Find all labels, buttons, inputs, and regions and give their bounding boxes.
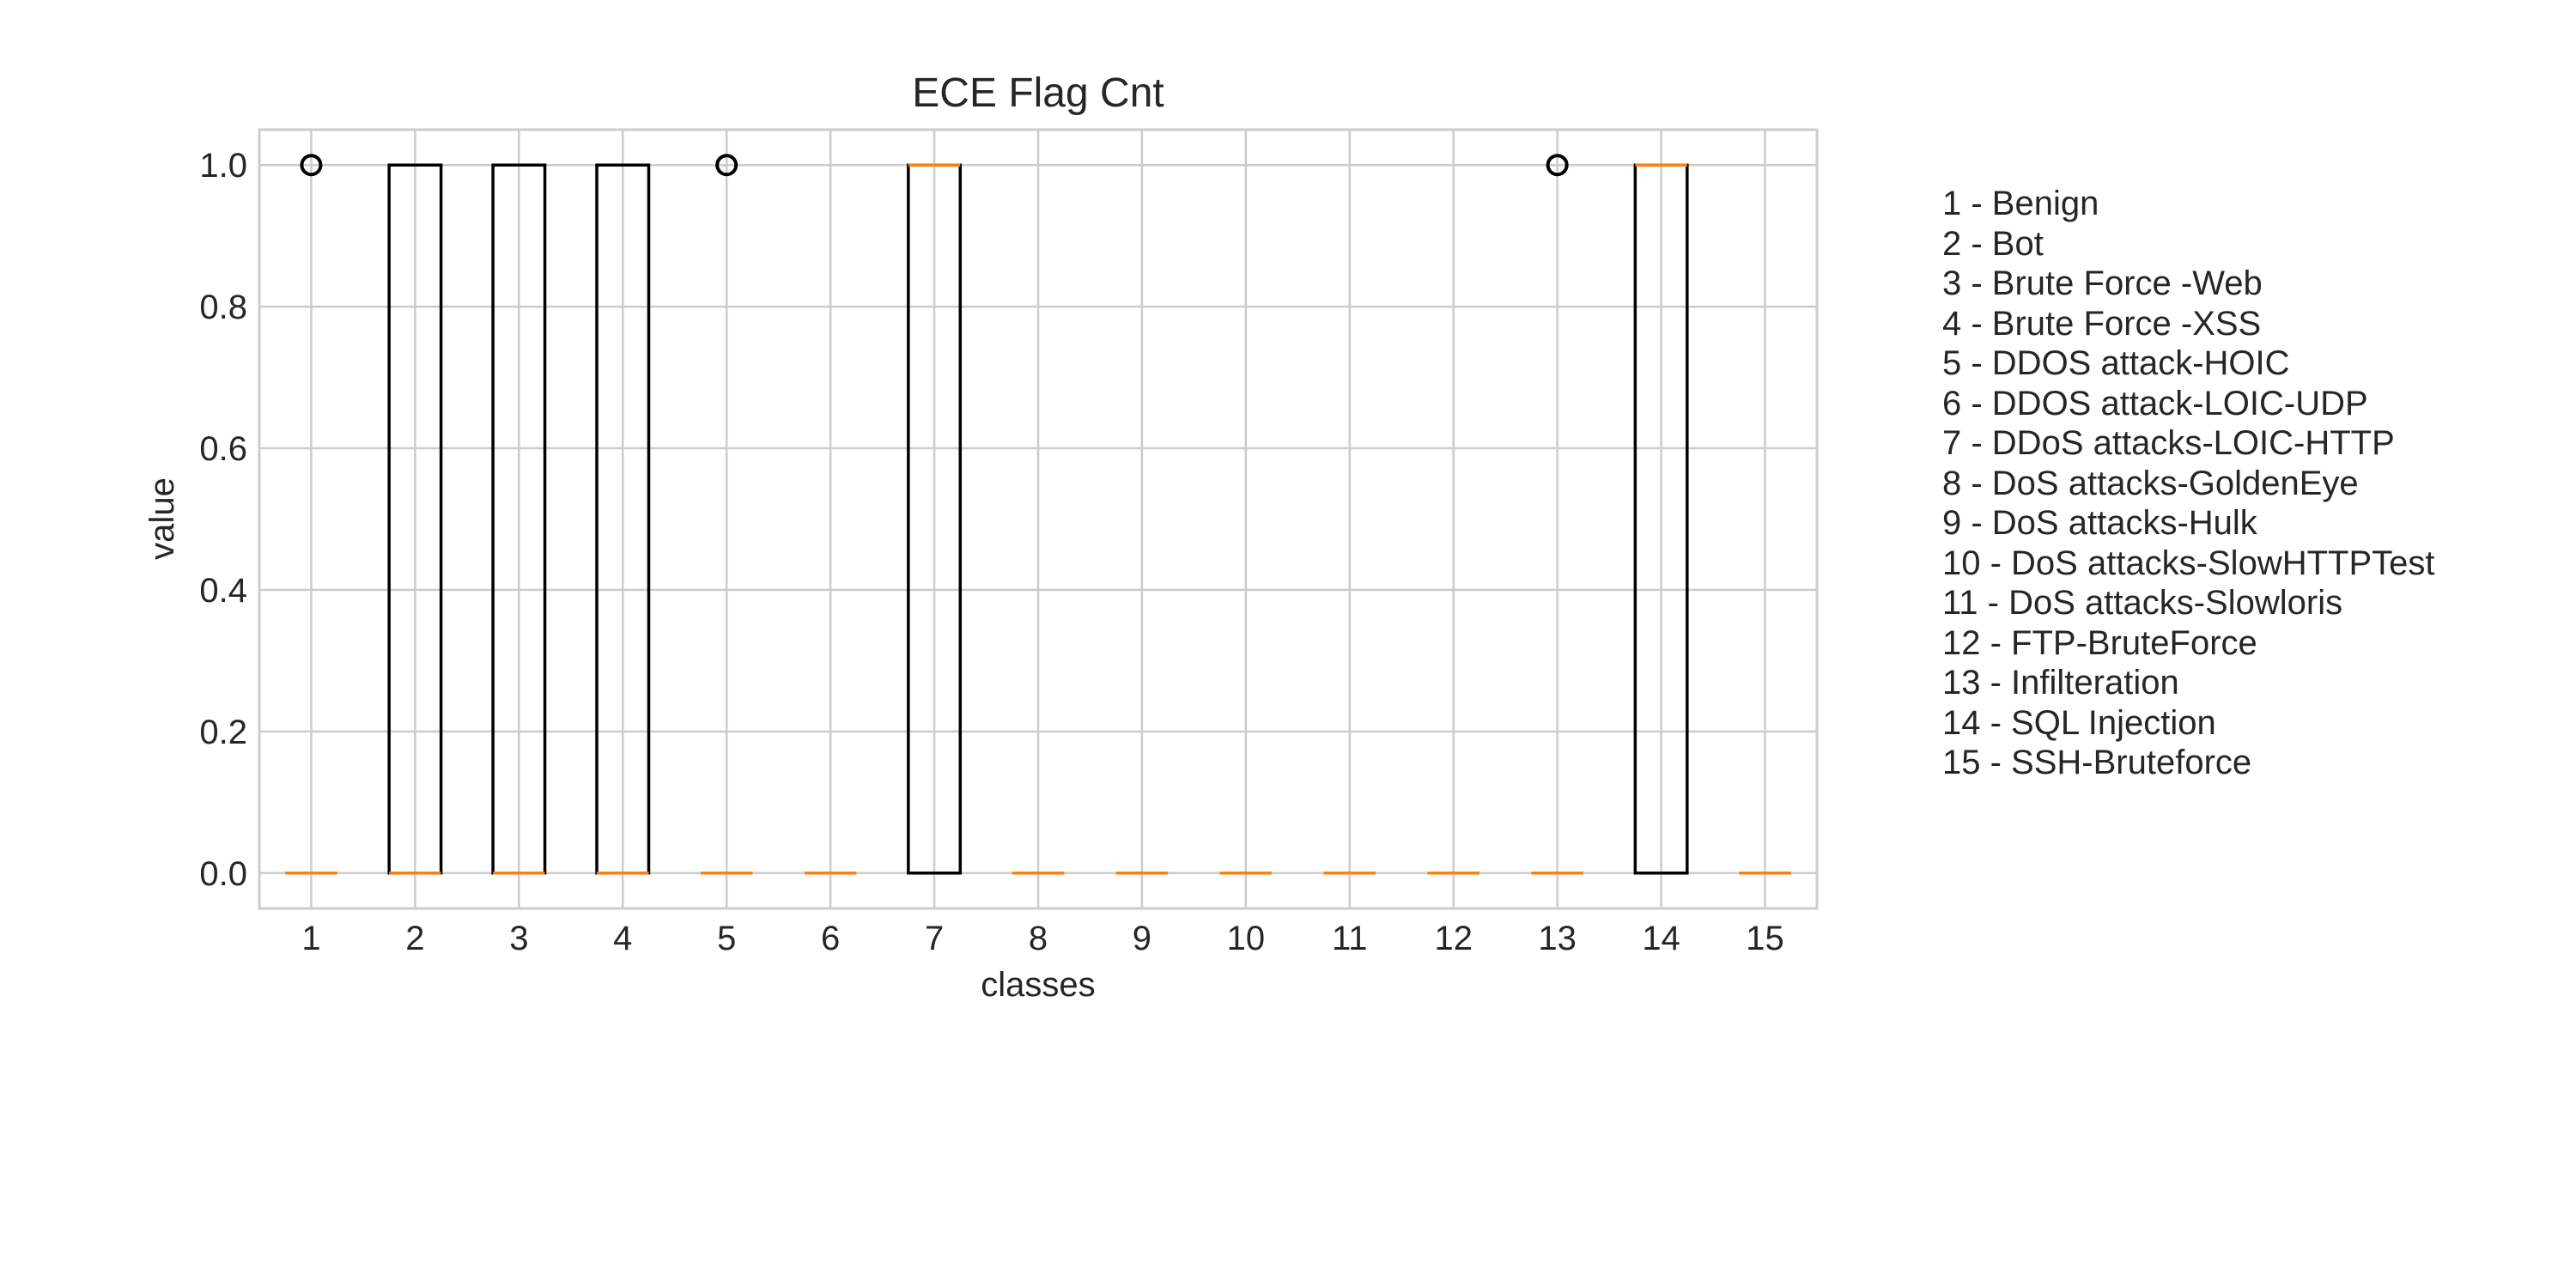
boxes-layer [285,154,1791,875]
box-class-4 [595,163,651,875]
outlier-point [300,154,323,177]
class-legend: 1 - Benign 2 - Bot 3 - Brute Force -Web 4 -… [1942,184,2435,783]
box-class-3 [491,163,547,875]
outlier-point [1546,154,1569,177]
legend-entry: 15 - SSH-Bruteforce [1942,744,2252,781]
x-tick-label: 7 [925,920,944,957]
y-tick-label: 0.2 [199,714,247,751]
x-tick-label: 6 [821,920,840,957]
x-tick-label: 1 [301,920,320,957]
legend-entry: 9 - DoS attacks-Hulk [1942,504,2257,542]
outlier-point [715,154,738,177]
box-class-14 [1633,163,1689,875]
box-class-7 [907,163,963,875]
box-class-13 [1531,154,1583,875]
y-tick-label: 1.0 [199,147,247,185]
plot-frame [258,128,1819,910]
legend-entry: 1 - Benign [1942,185,2099,222]
legend-entry: 5 - DDOS attack-HOIC [1942,344,2290,382]
legend-entry: 13 - Infilteration [1942,664,2179,702]
legend-entry: 2 - Bot [1942,224,2044,263]
x-tick-label: 10 [1227,920,1266,957]
x-tick-label: 14 [1642,920,1680,957]
x-tick-label: 11 [1332,920,1368,957]
x-tick-label: 2 [405,920,424,957]
y-tick-labels: 0.0 0.2 0.4 0.6 0.8 1.0 [199,147,247,893]
x-tick-label: 9 [1133,920,1151,957]
legend-entry: 4 - Brute Force -XSS [1942,304,2262,343]
y-tick-label: 0.0 [199,855,247,893]
y-axis-label: value [143,477,181,560]
legend-entry: 12 - FTP-BruteForce [1942,623,2257,662]
y-tick-label: 0.4 [199,572,247,610]
legend-entry: 11 - DoS attacks-Slowloris [1942,584,2343,622]
legend-entry: 7 - DDoS attacks-LOIC-HTTP [1942,424,2395,462]
x-tick-label: 15 [1746,920,1784,957]
legend-entry: 14 - SQL Injection [1942,703,2216,742]
box-class-5 [700,154,753,875]
x-tick-label: 3 [509,920,528,957]
chart-title: ECE Flag Cnt [912,70,1163,116]
box-class-2 [387,163,443,875]
x-tick-labels: 1 2 3 4 5 6 7 8 9 10 11 12 13 14 15 [301,920,1783,957]
x-tick-label: 4 [613,920,632,957]
y-tick-label: 0.6 [199,430,247,468]
legend-entry: 6 - DDOS attack-LOIC-UDP [1942,384,2368,422]
x-tick-label: 5 [717,920,736,957]
x-tick-label: 12 [1434,920,1473,957]
legend-entry: 10 - DoS attacks-SlowHTTPTest [1942,544,2435,582]
box-class-1 [285,154,337,875]
x-axis-label: classes [981,966,1095,1004]
x-tick-label: 8 [1029,920,1048,957]
y-tick-label: 0.8 [199,289,247,326]
grid-lines [259,130,1817,908]
legend-entry: 8 - DoS attacks-GoldenEye [1942,464,2359,502]
legend-entry: 3 - Brute Force -Web [1942,264,2263,302]
x-tick-label: 13 [1538,920,1577,957]
